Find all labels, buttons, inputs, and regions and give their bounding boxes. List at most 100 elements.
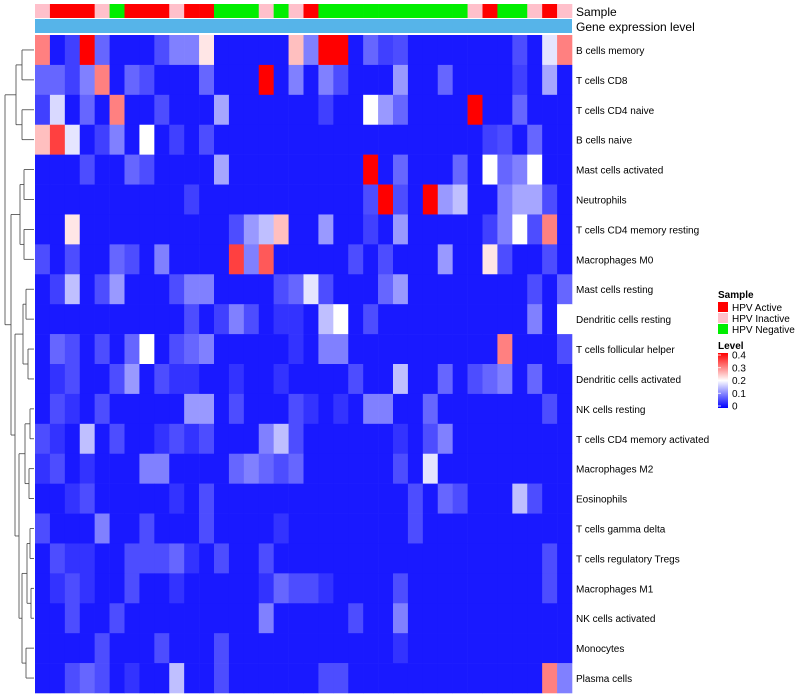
heatmap-cell <box>407 483 424 514</box>
heatmap-cell <box>199 304 215 335</box>
heatmap-cell <box>273 244 289 275</box>
heatmap-cell <box>139 453 155 484</box>
heatmap-cell <box>124 633 140 664</box>
sample-annotation-cell <box>467 4 483 18</box>
heatmap-cell <box>154 244 170 275</box>
heatmap-cell <box>363 304 379 335</box>
sample-annotation-cell <box>452 4 468 18</box>
heatmap-cell <box>228 423 245 455</box>
heatmap-cell <box>258 334 274 365</box>
heatmap-cell <box>407 304 424 335</box>
heatmap-cell <box>512 663 528 694</box>
heatmap-cell <box>49 334 66 365</box>
heatmap-cell <box>407 364 424 395</box>
heatmap-cell <box>467 154 483 185</box>
heatmap-cell <box>139 423 155 455</box>
heatmap-cell <box>288 543 304 574</box>
sample-annotation-cell <box>497 4 513 18</box>
heatmap-cell <box>79 603 95 634</box>
heatmap-cell <box>139 94 155 126</box>
heatmap-cell <box>109 94 125 126</box>
heatmap-cell <box>154 35 170 66</box>
sample-annotation-cell <box>512 4 528 18</box>
heatmap-cell <box>333 274 349 305</box>
heatmap-cell <box>169 483 185 514</box>
heatmap-cell <box>258 304 274 335</box>
heatmap-cell <box>542 154 558 185</box>
heatmap-cell <box>169 35 185 66</box>
heatmap-cell <box>94 94 110 126</box>
heatmap-cell <box>35 364 51 395</box>
heatmap-cell <box>422 364 439 395</box>
heatmap-cell <box>228 483 245 514</box>
heatmap-cell <box>228 603 245 634</box>
heatmap-cell <box>542 543 558 574</box>
heatmap-cell <box>199 393 215 425</box>
heatmap-cell <box>527 364 543 395</box>
heatmap-cell <box>542 364 558 395</box>
legend-group-label: HPV Active <box>732 303 782 314</box>
heatmap-cell <box>169 334 185 365</box>
heatmap-cell <box>422 483 439 514</box>
heatmap-cell <box>512 274 528 305</box>
heatmap-cell <box>557 393 573 425</box>
sample-annotation-cell <box>542 4 558 18</box>
heatmap-cell <box>422 214 439 245</box>
heatmap-cell <box>512 334 528 365</box>
heatmap-cell <box>512 124 528 155</box>
heatmap-cell <box>482 334 498 365</box>
heatmap-cell <box>467 543 483 574</box>
heatmap-cell <box>407 334 424 365</box>
heatmap-cell <box>243 124 260 155</box>
heatmap-cell <box>467 483 483 514</box>
heatmap-cell <box>79 94 95 126</box>
heatmap-cell <box>184 364 200 395</box>
heatmap-cell <box>542 453 558 484</box>
heatmap-cell <box>139 244 155 275</box>
sample-annotation-cell <box>273 4 289 18</box>
heatmap-cell <box>333 663 349 694</box>
heatmap-cell <box>497 603 513 634</box>
heatmap-cell <box>363 603 379 634</box>
heatmap-cell <box>169 184 185 215</box>
heatmap-cell <box>497 94 513 126</box>
heatmap-cell <box>258 393 274 425</box>
heatmap-cell <box>64 513 81 544</box>
heatmap-cell <box>139 393 155 425</box>
heatmap-cell <box>79 393 95 425</box>
heatmap-cell <box>139 633 155 664</box>
heatmap-cell <box>527 543 543 574</box>
heatmap-cell <box>64 453 81 484</box>
heatmap-cell <box>139 483 155 514</box>
heatmap-cell <box>437 274 453 305</box>
heatmap-cell <box>273 364 289 395</box>
heatmap-cell <box>497 364 513 395</box>
heatmap-cell <box>303 154 319 185</box>
sample-annotation-cell <box>393 4 409 18</box>
heatmap-cell <box>139 334 155 365</box>
heatmap-cell <box>422 603 439 634</box>
heatmap-cell <box>363 94 379 126</box>
heatmap-cell <box>139 35 155 66</box>
heatmap-cell <box>243 35 260 66</box>
heatmap-cell <box>94 214 110 245</box>
row-label: Dendritic cells activated <box>576 375 681 386</box>
heatmap-cell <box>79 573 95 604</box>
heatmap-cell <box>497 483 513 514</box>
heatmap-cell <box>437 35 453 66</box>
heatmap-cell <box>378 184 394 215</box>
heatmap-cell <box>303 453 319 484</box>
heatmap-cell <box>35 663 51 694</box>
row-label: Mast cells activated <box>576 166 663 177</box>
heatmap-cell <box>288 364 304 395</box>
heatmap-cell <box>557 364 573 395</box>
heatmap-cell <box>228 154 245 185</box>
heatmap-cell <box>497 64 513 96</box>
heatmap-cell <box>527 483 543 514</box>
heatmap-cell <box>184 483 200 514</box>
heatmap-cell <box>243 423 260 455</box>
heatmap-cell <box>422 513 439 544</box>
heatmap-cell <box>303 663 319 694</box>
sample-annotation-cell <box>35 4 51 18</box>
heatmap-cell <box>169 513 185 544</box>
